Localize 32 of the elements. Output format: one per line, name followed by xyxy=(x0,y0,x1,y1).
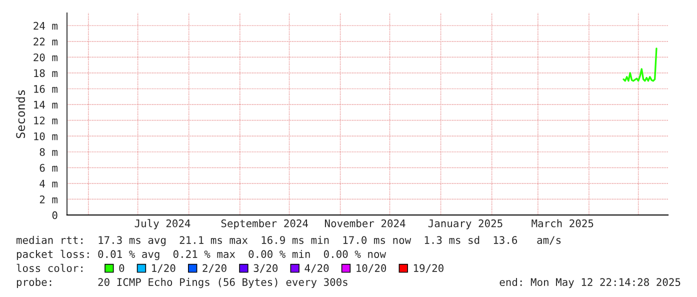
y-tick-label: 20 m xyxy=(34,53,58,62)
y-axis-title: Seconds xyxy=(16,90,26,138)
legend-label: 1/20 xyxy=(152,264,176,273)
y-tick-label: 10 m xyxy=(34,132,58,140)
y-tick-label: 22 m xyxy=(34,38,58,46)
y-tick-label: 6 m xyxy=(40,164,58,172)
legend-label: 10/20 xyxy=(356,264,386,273)
y-tick-label: 14 m xyxy=(34,100,58,109)
text: median rtt: 17.3 ms avg 21.1 ms max 16.9 ms min 17.0 ms now 1.3 ms sd 13.6 am/s xyxy=(16,236,561,246)
legend-label: 4/20 xyxy=(304,264,329,273)
legend-label: 3/20 xyxy=(254,264,278,273)
y-tick-label: 4 m xyxy=(40,180,58,188)
y-tick-label: 12 m xyxy=(34,116,58,124)
legend-label: 0 xyxy=(119,264,124,272)
text: end: Mon May 12 22:14:28 2025 xyxy=(500,278,680,288)
legend-label: 2/20 xyxy=(202,264,226,273)
x-tick-label: July 2024 xyxy=(134,219,190,230)
y-tick-label: 2 m xyxy=(40,195,58,204)
text: packet loss: 0.01 % avg 0.21 % max 0.00 % min 0.00 % now xyxy=(16,250,386,260)
legend-label: 19/20 xyxy=(414,264,444,273)
x-tick-label: March 2025 xyxy=(532,219,594,228)
text: loss color: xyxy=(16,264,82,272)
y-tick-label: 16 m xyxy=(34,85,58,93)
y-tick-label: 0 xyxy=(52,211,58,220)
line-series xyxy=(622,48,658,82)
y-tick-label: 18 m xyxy=(34,69,58,78)
x-tick-label: September 2024 xyxy=(221,219,308,230)
y-tick-label: 24 m xyxy=(34,22,58,30)
text: probe: 20 ICMP Echo Pings (56 Bytes) every 300s xyxy=(16,278,348,288)
x-tick-label: November 2024 xyxy=(324,219,406,228)
y-tick-label: 8 m xyxy=(40,148,58,156)
x-tick-label: January 2025 xyxy=(428,219,502,230)
